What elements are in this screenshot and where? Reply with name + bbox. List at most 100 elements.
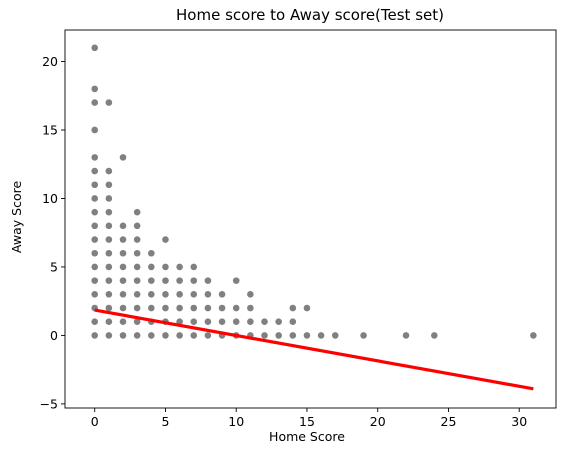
- data-point: [232, 318, 240, 326]
- data-point: [91, 277, 99, 284]
- data-point: [91, 99, 99, 106]
- data-point: [119, 263, 127, 271]
- y-tick-label: 5: [50, 259, 58, 274]
- data-point: [91, 126, 99, 134]
- x-tick-label: 30: [511, 414, 527, 429]
- data-point: [190, 277, 198, 284]
- data-point: [232, 304, 240, 312]
- x-tick-label: 25: [441, 414, 457, 429]
- data-point: [91, 181, 99, 189]
- y-tick-label: 15: [42, 122, 58, 137]
- regression-line: [94, 308, 534, 391]
- data-point: [105, 263, 113, 271]
- y-tick-label: 0: [50, 328, 58, 343]
- data-point: [105, 195, 113, 202]
- x-axis-label: Home Score: [269, 429, 345, 444]
- data-point: [176, 291, 183, 298]
- data-point: [105, 277, 113, 284]
- data-point: [148, 249, 155, 257]
- data-point: [148, 304, 155, 312]
- data-point: [91, 167, 99, 175]
- data-point: [133, 222, 141, 230]
- data-point: [402, 332, 410, 339]
- data-marks: [91, 44, 537, 391]
- data-point: [91, 236, 99, 243]
- data-point: [247, 318, 254, 326]
- data-point: [133, 318, 141, 326]
- data-point: [204, 291, 212, 298]
- data-point: [289, 318, 297, 326]
- data-point: [91, 85, 99, 93]
- data-point: [176, 263, 183, 271]
- y-tick-label: −5: [40, 396, 58, 411]
- data-point: [162, 236, 169, 243]
- data-point: [91, 154, 99, 161]
- data-point: [176, 277, 183, 284]
- data-point: [247, 304, 254, 312]
- data-point: [91, 332, 99, 339]
- y-axis-label: Away Score: [9, 181, 24, 254]
- data-point: [204, 332, 212, 339]
- data-point: [119, 318, 127, 326]
- data-point: [204, 304, 212, 312]
- data-point: [105, 332, 113, 339]
- data-point: [261, 318, 268, 326]
- data-point: [133, 249, 141, 257]
- y-tick-label: 10: [42, 191, 58, 206]
- data-point: [119, 154, 127, 161]
- data-point: [162, 304, 169, 312]
- data-point: [148, 263, 155, 271]
- data-point: [105, 318, 113, 326]
- data-point: [204, 318, 212, 326]
- data-point: [119, 236, 127, 243]
- data-point: [303, 332, 311, 339]
- data-point: [91, 208, 99, 216]
- x-tick-label: 20: [370, 414, 386, 429]
- data-point: [289, 332, 297, 339]
- data-point: [303, 304, 311, 312]
- data-point: [218, 291, 226, 298]
- data-point: [176, 318, 183, 326]
- data-point: [119, 249, 127, 257]
- data-point: [91, 263, 99, 271]
- data-point: [331, 332, 339, 339]
- data-point: [133, 332, 141, 339]
- data-point: [162, 277, 169, 284]
- data-point: [105, 249, 113, 257]
- data-point: [261, 332, 268, 339]
- data-point: [360, 332, 367, 339]
- data-point: [119, 291, 127, 298]
- data-point: [204, 277, 212, 284]
- data-point: [105, 208, 113, 216]
- data-point: [133, 236, 141, 243]
- x-tick-label: 15: [299, 414, 315, 429]
- data-point: [190, 291, 198, 298]
- data-point: [162, 291, 169, 298]
- data-point: [91, 318, 99, 326]
- y-tick-label: 20: [42, 54, 58, 69]
- plot-frame: [64, 29, 557, 409]
- data-point: [176, 304, 183, 312]
- data-point: [218, 318, 226, 326]
- data-point: [218, 304, 226, 312]
- data-point: [91, 249, 99, 257]
- data-point: [105, 304, 113, 312]
- axes: 0 5 10 15 20 25 30 −5 0 5 10 15 20: [40, 29, 557, 429]
- data-point: [190, 318, 198, 326]
- data-point: [119, 304, 127, 312]
- data-point: [190, 263, 198, 271]
- data-point: [275, 332, 282, 339]
- data-point: [91, 291, 99, 298]
- data-point: [91, 44, 99, 52]
- data-point: [148, 332, 155, 339]
- data-point: [105, 236, 113, 243]
- data-point: [275, 318, 282, 326]
- data-point: [148, 291, 155, 298]
- data-point: [133, 263, 141, 271]
- data-point: [232, 277, 240, 284]
- data-point: [133, 277, 141, 284]
- data-point: [133, 208, 141, 216]
- data-point: [162, 263, 169, 271]
- data-point: [162, 332, 169, 339]
- data-point: [105, 99, 113, 106]
